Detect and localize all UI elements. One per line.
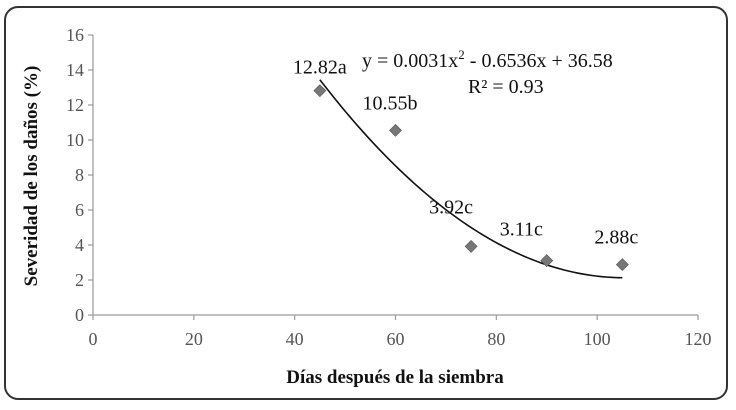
y-tick-label: 4 xyxy=(75,235,84,255)
data-point xyxy=(464,239,478,253)
x-axis-title: Días después de la siembra xyxy=(286,367,504,388)
y-tick-label: 8 xyxy=(75,165,84,185)
data-label: 10.55b xyxy=(363,92,418,114)
x-tick-label: 0 xyxy=(89,329,98,349)
x-tick-label: 80 xyxy=(487,329,505,349)
data-point xyxy=(389,123,402,137)
y-tick-label: 10 xyxy=(66,130,84,150)
y-ticks: 0 2 4 6 8 10 12 14 16 xyxy=(66,25,93,325)
y-tick-label: 6 xyxy=(75,200,84,220)
x-tick-label: 60 xyxy=(387,329,405,349)
x-ticks: 0 20 40 60 80 100 120 xyxy=(89,315,712,349)
y-axis-title: Severidad de los daños (%) xyxy=(21,66,42,287)
y-tick-label: 12 xyxy=(66,95,84,115)
equation-suffix: - 0.6536x + 36.58 xyxy=(465,50,613,72)
trendline-equation: y = 0.0031x2 - 0.6536x + 36.58 xyxy=(362,47,613,72)
y-tick-label: 16 xyxy=(66,25,84,45)
data-label: 3.92c xyxy=(429,196,473,218)
x-tick-label: 20 xyxy=(185,329,203,349)
data-point xyxy=(540,254,554,267)
chart-frame xyxy=(4,6,728,400)
x-tick-label: 40 xyxy=(286,329,304,349)
equation-prefix: y = 0.0031x xyxy=(362,50,458,72)
data-labels: 12.82a 10.55b 3.92c 3.11c 2.88c xyxy=(293,57,639,249)
y-tick-label: 0 xyxy=(75,305,84,325)
trendline xyxy=(319,79,623,279)
equation-exponent: 2 xyxy=(458,47,465,62)
data-points xyxy=(313,84,629,272)
data-label: 3.11c xyxy=(500,219,543,241)
data-point xyxy=(615,258,629,272)
x-tick-label: 120 xyxy=(685,329,712,349)
r-squared-label: R² = 0.93 xyxy=(468,76,544,98)
y-tick-label: 14 xyxy=(66,60,84,80)
data-point xyxy=(313,84,327,98)
x-tick-label: 100 xyxy=(584,329,611,349)
data-label: 2.88c xyxy=(594,227,638,249)
data-label: 12.82a xyxy=(293,57,347,79)
y-tick-label: 2 xyxy=(75,270,84,290)
